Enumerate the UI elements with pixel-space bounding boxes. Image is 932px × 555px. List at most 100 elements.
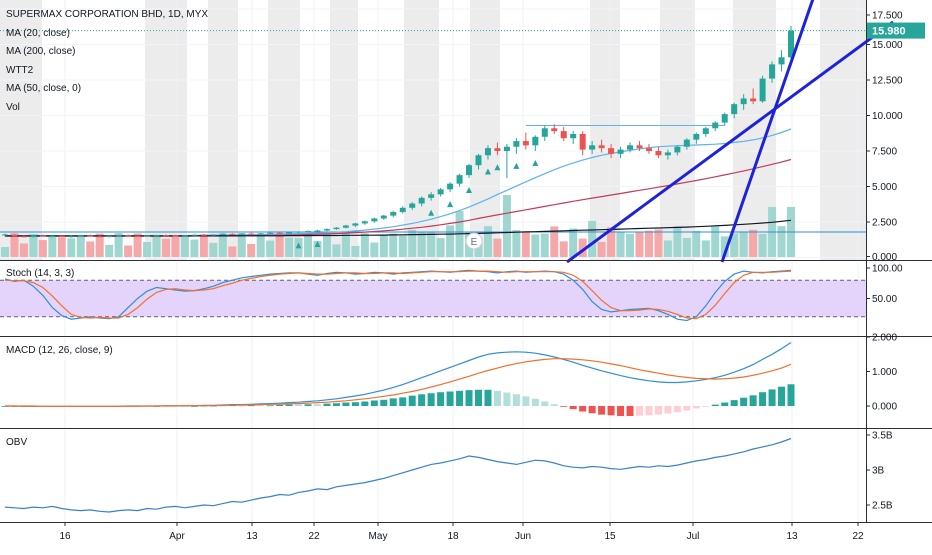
volume-bar <box>76 234 85 257</box>
candle-body <box>399 207 406 213</box>
candle-body <box>20 236 27 238</box>
macd-histogram-bar <box>560 406 568 407</box>
volume-bar <box>777 226 786 257</box>
volume-bar <box>673 226 682 257</box>
volume-bar <box>597 241 606 257</box>
volume-bar <box>417 231 426 257</box>
candle-body <box>267 232 274 234</box>
macd-label[interactable]: MACD (12, 26, close, 9) <box>6 345 113 356</box>
volume-bar <box>389 233 398 257</box>
x-tick-label: 13 <box>246 531 258 542</box>
candle-body <box>314 230 321 232</box>
volume-bar <box>626 233 635 257</box>
macd-histogram-bar <box>768 389 776 406</box>
volume-bar <box>398 235 407 257</box>
macd-histogram-bar <box>475 389 482 406</box>
legend-ma50[interactable]: MA (50, close, 0) <box>6 83 82 94</box>
volume-bar <box>531 234 540 257</box>
volume-bar <box>540 233 549 257</box>
volume-bar <box>559 241 568 257</box>
candle-body <box>352 223 359 226</box>
session-shading <box>0 0 866 260</box>
volume-bar <box>304 235 313 257</box>
legend-wtt2[interactable]: WTT2 <box>6 64 34 76</box>
session-band <box>590 0 620 260</box>
candle-body <box>200 234 207 236</box>
macd-histogram-bar <box>683 406 691 411</box>
legend-ma20[interactable]: MA (20, close) <box>6 27 70 39</box>
candle-body <box>380 215 387 219</box>
signal-triangle <box>494 164 501 171</box>
volume-bar <box>379 234 388 257</box>
candle-body <box>191 234 198 236</box>
volume-bar <box>29 234 38 257</box>
candle-body <box>636 145 643 149</box>
candle-body <box>674 146 681 153</box>
macd-histogram-bar <box>598 406 606 415</box>
volume-bar <box>48 235 57 257</box>
candle-body <box>125 235 132 237</box>
candle-body <box>778 57 785 65</box>
macd-histogram-bar <box>408 395 416 406</box>
volume-bar <box>285 237 294 257</box>
volume-bar <box>644 230 653 257</box>
signal-triangle <box>484 168 491 175</box>
candle-body <box>740 98 747 105</box>
volume-bar <box>171 236 180 257</box>
volume-bar <box>180 236 189 257</box>
volume-bar <box>607 227 616 257</box>
legend-title[interactable]: SUPERMAX CORPORATION BHD, 1D, MYX <box>6 9 209 20</box>
macd-histogram-bar <box>181 406 189 407</box>
candles <box>2 26 795 238</box>
obv-line <box>4 437 792 513</box>
macd-histogram-bar <box>295 404 303 406</box>
volume-bar <box>682 237 691 257</box>
candle-body <box>68 236 75 238</box>
stoch-line <box>4 270 792 320</box>
candle-body <box>484 148 491 156</box>
macd-histogram-bar <box>759 392 767 406</box>
volume-bar <box>521 231 530 257</box>
volume-bar <box>654 229 663 257</box>
price-y-tick: 5.000 <box>872 182 897 193</box>
price-y-tick: 0.000 <box>872 252 897 263</box>
candle-body <box>664 152 671 156</box>
last-price-badge-text: 15.980 <box>872 26 906 38</box>
candle-body <box>238 233 245 235</box>
macd-histogram-bar <box>711 404 719 406</box>
volume-bar <box>739 231 748 257</box>
macd-histogram-bar <box>190 406 198 407</box>
legend-ma200[interactable]: MA (200, close) <box>6 46 76 57</box>
volume-bar <box>67 238 76 257</box>
x-tick-label: May <box>369 531 388 542</box>
candle-body <box>77 235 84 237</box>
macd-histogram-bar <box>654 406 662 415</box>
obv-y-tick: 3.5B <box>872 431 893 442</box>
macd-histogram-bar <box>465 390 473 406</box>
price-y-tick: 10.000 <box>872 111 903 122</box>
x-tick-label: 16 <box>59 531 71 542</box>
candle-body <box>494 148 501 151</box>
legend-vol[interactable]: Vol <box>6 101 20 113</box>
signal-markers: E <box>295 160 539 250</box>
volume-bar <box>152 234 161 257</box>
macd-histogram-bar <box>219 405 227 407</box>
session-band <box>268 0 300 260</box>
macd-y-tick: 2.000 <box>872 333 897 344</box>
candle-body <box>162 235 169 237</box>
candle-body <box>342 225 349 228</box>
obv-label[interactable]: OBV <box>6 437 28 448</box>
volume-bar <box>512 230 521 257</box>
obv-y-tick: 3B <box>872 466 885 477</box>
volume-bar <box>275 235 284 257</box>
last-price-badge <box>867 22 925 39</box>
volume-bar <box>10 233 19 257</box>
candle-body <box>361 221 368 224</box>
stoch-label[interactable]: Stoch (14, 3, 3) <box>6 268 75 279</box>
candle-body <box>466 165 473 176</box>
candle-body <box>2 234 8 236</box>
candle-body <box>371 218 378 222</box>
macd-histogram-bar <box>673 406 681 413</box>
macd-histogram-bar <box>456 390 464 406</box>
